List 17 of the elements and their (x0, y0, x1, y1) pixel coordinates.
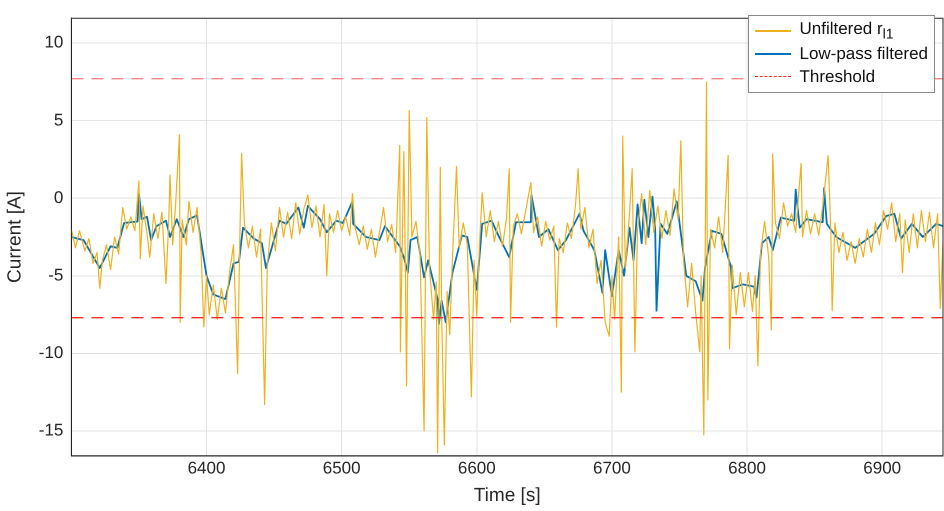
x-tick-label: 6400 (188, 458, 226, 478)
y-tick-label: -15 (38, 420, 64, 440)
y-tick-label: 5 (54, 110, 64, 130)
x-axis-title: Time [s] (474, 484, 541, 506)
x-tick-label: 6500 (322, 458, 361, 478)
y-tick-label: -10 (38, 343, 64, 362)
y-tick-label: 0 (54, 188, 64, 207)
y-tick-label: -5 (48, 265, 64, 284)
y-tick-label: 10 (44, 32, 64, 52)
legend-label: Threshold (799, 66, 876, 86)
y-axis-title: Current [A] (4, 191, 26, 283)
x-tick-label: 6900 (863, 458, 902, 478)
legend-label: Unfiltered r$_{l1}$ (799, 18, 894, 42)
x-tick-label: 6600 (458, 458, 496, 478)
legend-label: Low-pass filtered (799, 44, 928, 64)
x-tick-label: 6800 (728, 458, 766, 478)
x-tick-label: 6700 (593, 458, 631, 478)
